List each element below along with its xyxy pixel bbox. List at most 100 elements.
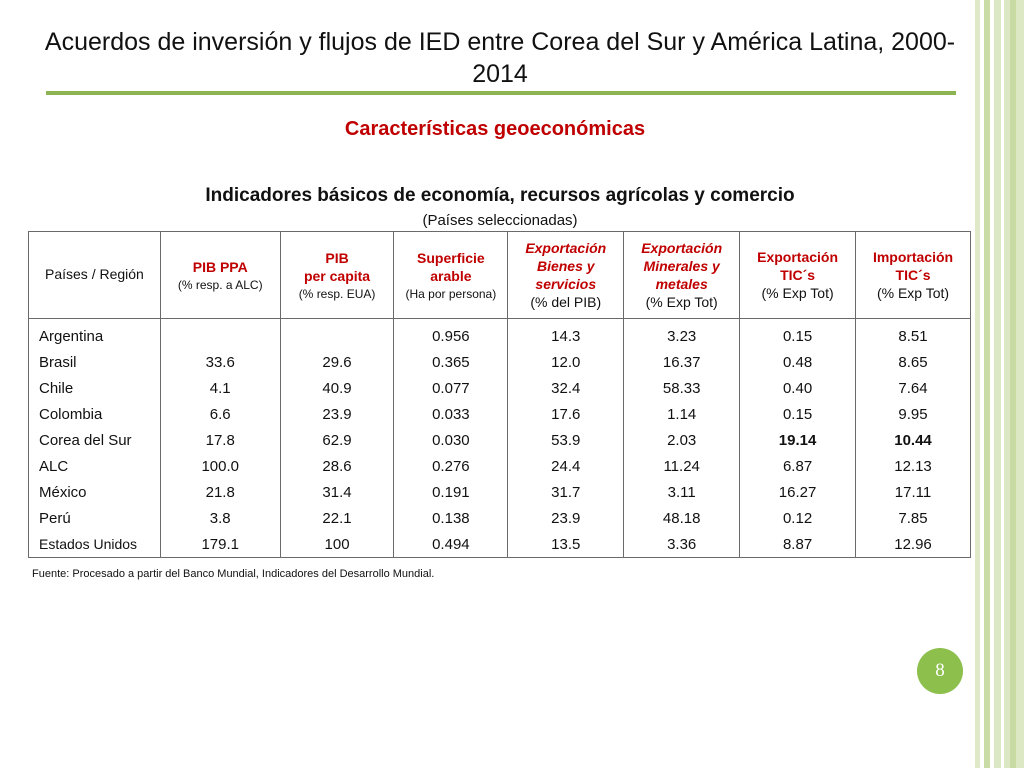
exp-mm-cell: 11.24 bbox=[623, 453, 741, 479]
header-pib-per-capita: PIB per capita (% resp. EUA) bbox=[279, 231, 395, 319]
superficie-cell: 0.033 bbox=[393, 401, 509, 427]
table-row: ALC 100.0 28.6 0.276 24.4 11.24 6.87 12.… bbox=[28, 453, 971, 479]
exp-mm-cell: 16.37 bbox=[623, 349, 741, 375]
exp-mm-cell: 48.18 bbox=[623, 505, 741, 531]
pib-ppa-cell: 21.8 bbox=[159, 479, 281, 505]
table-row: Brasil 33.6 29.6 0.365 12.0 16.37 0.48 8… bbox=[28, 349, 971, 375]
exp-mm-cell: 3.11 bbox=[623, 479, 741, 505]
pib-pc-cell: 29.6 bbox=[279, 349, 395, 375]
pib-pc-cell: 22.1 bbox=[279, 505, 395, 531]
page-number-badge: 8 bbox=[917, 648, 963, 694]
exp-bs-cell: 53.9 bbox=[507, 427, 625, 453]
exp-tic-cell: 0.40 bbox=[739, 375, 857, 401]
exp-bs-cell: 24.4 bbox=[507, 453, 625, 479]
pib-pc-cell: 23.9 bbox=[279, 401, 395, 427]
header-imp-tic: Importación TIC´s (% Exp Tot) bbox=[855, 231, 971, 319]
imp-tic-cell: 7.85 bbox=[855, 505, 971, 531]
exp-tic-cell: 6.87 bbox=[739, 453, 857, 479]
country-cell: Perú bbox=[28, 505, 161, 531]
country-cell: ALC bbox=[28, 453, 161, 479]
pib-pc-cell bbox=[279, 318, 395, 349]
superficie-cell: 0.276 bbox=[393, 453, 509, 479]
decor-stripe bbox=[975, 0, 980, 768]
imp-tic-cell: 17.11 bbox=[855, 479, 971, 505]
pib-ppa-cell: 179.1 bbox=[159, 531, 281, 558]
source-note: Fuente: Procesado a partir del Banco Mun… bbox=[32, 568, 435, 580]
exp-bs-cell: 32.4 bbox=[507, 375, 625, 401]
decor-stripe bbox=[1001, 0, 1004, 768]
pib-pc-cell: 28.6 bbox=[279, 453, 395, 479]
exp-tic-cell: 16.27 bbox=[739, 479, 857, 505]
decor-stripe bbox=[994, 0, 1024, 768]
exp-tic-cell: 8.87 bbox=[739, 531, 857, 558]
imp-tic-cell: 12.96 bbox=[855, 531, 971, 558]
pib-ppa-cell: 100.0 bbox=[159, 453, 281, 479]
exp-bs-cell: 13.5 bbox=[507, 531, 625, 558]
pib-ppa-cell: 17.8 bbox=[159, 427, 281, 453]
title-divider bbox=[46, 91, 956, 95]
superficie-cell: 0.030 bbox=[393, 427, 509, 453]
pib-ppa-cell: 6.6 bbox=[159, 401, 281, 427]
superficie-cell: 0.494 bbox=[393, 531, 509, 558]
country-cell: México bbox=[28, 479, 161, 505]
imp-tic-cell: 10.44 bbox=[855, 427, 971, 453]
table-row: Colombia 6.6 23.9 0.033 17.6 1.14 0.15 9… bbox=[28, 401, 971, 427]
exp-mm-cell: 3.36 bbox=[623, 531, 741, 558]
country-cell: Chile bbox=[28, 375, 161, 401]
exp-mm-cell: 1.14 bbox=[623, 401, 741, 427]
country-cell: Argentina bbox=[28, 318, 161, 349]
table-title: Indicadores básicos de economía, recurso… bbox=[205, 185, 795, 206]
exp-bs-cell: 14.3 bbox=[507, 318, 625, 349]
indicators-table: Países / Región PIB PPA (% resp. a ALC) … bbox=[28, 231, 971, 558]
pib-pc-cell: 100 bbox=[279, 531, 395, 558]
imp-tic-cell: 12.13 bbox=[855, 453, 971, 479]
decor-stripe bbox=[1010, 0, 1016, 768]
exp-bs-cell: 12.0 bbox=[507, 349, 625, 375]
imp-tic-cell: 8.65 bbox=[855, 349, 971, 375]
header-exp-tic: Exportación TIC´s (% Exp Tot) bbox=[739, 231, 857, 319]
header-exp-bienes-servicios: Exportación Bienes y servicios (% del PI… bbox=[507, 231, 625, 319]
superficie-cell: 0.956 bbox=[393, 318, 509, 349]
country-cell: Estados Unidos bbox=[28, 531, 161, 558]
table-row: Argentina 0.956 14.3 3.23 0.15 8.51 bbox=[28, 318, 971, 349]
exp-bs-cell: 17.6 bbox=[507, 401, 625, 427]
exp-mm-cell: 2.03 bbox=[623, 427, 741, 453]
header-superficie-arable: Superficie arable (Ha por persona) bbox=[393, 231, 509, 319]
exp-tic-cell: 0.48 bbox=[739, 349, 857, 375]
superficie-cell: 0.077 bbox=[393, 375, 509, 401]
pib-pc-cell: 40.9 bbox=[279, 375, 395, 401]
exp-tic-cell: 0.15 bbox=[739, 401, 857, 427]
pib-ppa-cell bbox=[159, 318, 281, 349]
table-row: Perú 3.8 22.1 0.138 23.9 48.18 0.12 7.85 bbox=[28, 505, 971, 531]
table-row: Corea del Sur 17.8 62.9 0.030 53.9 2.03 … bbox=[28, 427, 971, 453]
pib-pc-cell: 62.9 bbox=[279, 427, 395, 453]
header-pib-ppa: PIB PPA (% resp. a ALC) bbox=[159, 231, 281, 319]
exp-mm-cell: 3.23 bbox=[623, 318, 741, 349]
country-cell: Colombia bbox=[28, 401, 161, 427]
exp-tic-cell: 0.15 bbox=[739, 318, 857, 349]
header-country: Países / Región bbox=[28, 231, 161, 319]
exp-bs-cell: 31.7 bbox=[507, 479, 625, 505]
pib-ppa-cell: 4.1 bbox=[159, 375, 281, 401]
header-exp-minerales-metales: Exportación Minerales y metales (% Exp T… bbox=[623, 231, 741, 319]
superficie-cell: 0.365 bbox=[393, 349, 509, 375]
superficie-cell: 0.138 bbox=[393, 505, 509, 531]
exp-mm-cell: 58.33 bbox=[623, 375, 741, 401]
country-cell: Corea del Sur bbox=[28, 427, 161, 453]
superficie-cell: 0.191 bbox=[393, 479, 509, 505]
pib-ppa-cell: 3.8 bbox=[159, 505, 281, 531]
exp-bs-cell: 23.9 bbox=[507, 505, 625, 531]
pib-ppa-cell: 33.6 bbox=[159, 349, 281, 375]
table-header-row: Países / Región PIB PPA (% resp. a ALC) … bbox=[28, 231, 971, 319]
exp-tic-cell: 0.12 bbox=[739, 505, 857, 531]
exp-tic-cell: 19.14 bbox=[739, 427, 857, 453]
table-row: México 21.8 31.4 0.191 31.7 3.11 16.27 1… bbox=[28, 479, 971, 505]
imp-tic-cell: 7.64 bbox=[855, 375, 971, 401]
decor-stripe bbox=[984, 0, 990, 768]
section-subtitle: Características geoeconómicas bbox=[344, 118, 646, 140]
imp-tic-cell: 9.95 bbox=[855, 401, 971, 427]
country-cell: Brasil bbox=[28, 349, 161, 375]
slide-title: Acuerdos de inversión y flujos de IED en… bbox=[44, 28, 956, 88]
table-row: Chile 4.1 40.9 0.077 32.4 58.33 0.40 7.6… bbox=[28, 375, 971, 401]
table-subtitle: (Países seleccionadas) bbox=[422, 212, 578, 229]
